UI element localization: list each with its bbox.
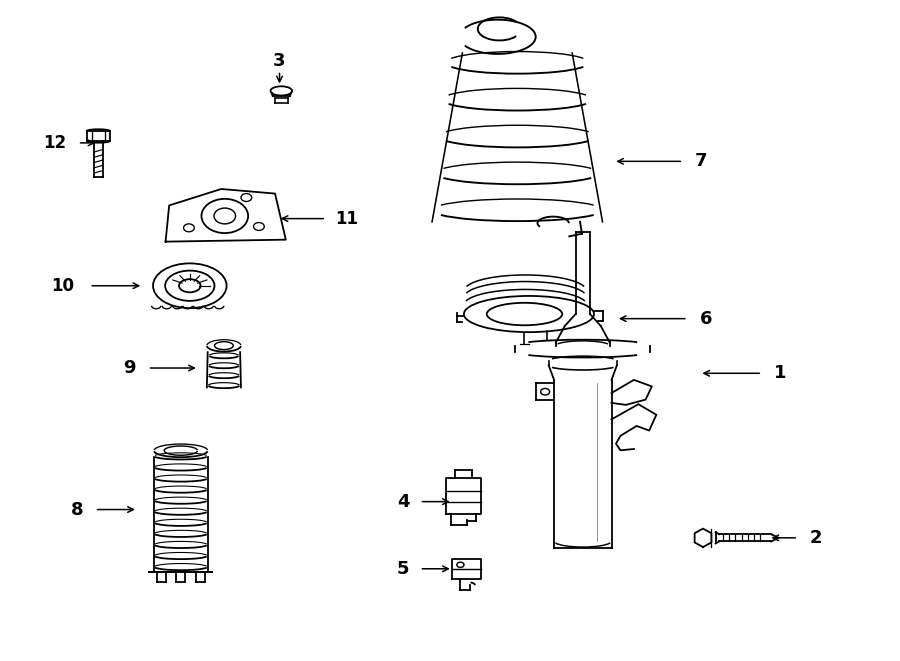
Text: 12: 12 — [44, 134, 67, 152]
Text: 9: 9 — [123, 359, 136, 377]
Text: 3: 3 — [274, 52, 286, 69]
Text: 11: 11 — [336, 210, 358, 227]
Text: 8: 8 — [70, 500, 83, 518]
Text: 4: 4 — [397, 492, 410, 511]
Text: 2: 2 — [810, 529, 823, 547]
Text: 7: 7 — [695, 152, 707, 171]
Text: 5: 5 — [397, 560, 410, 578]
Text: 10: 10 — [51, 277, 74, 295]
Text: 1: 1 — [774, 364, 787, 382]
Text: 6: 6 — [699, 309, 712, 328]
